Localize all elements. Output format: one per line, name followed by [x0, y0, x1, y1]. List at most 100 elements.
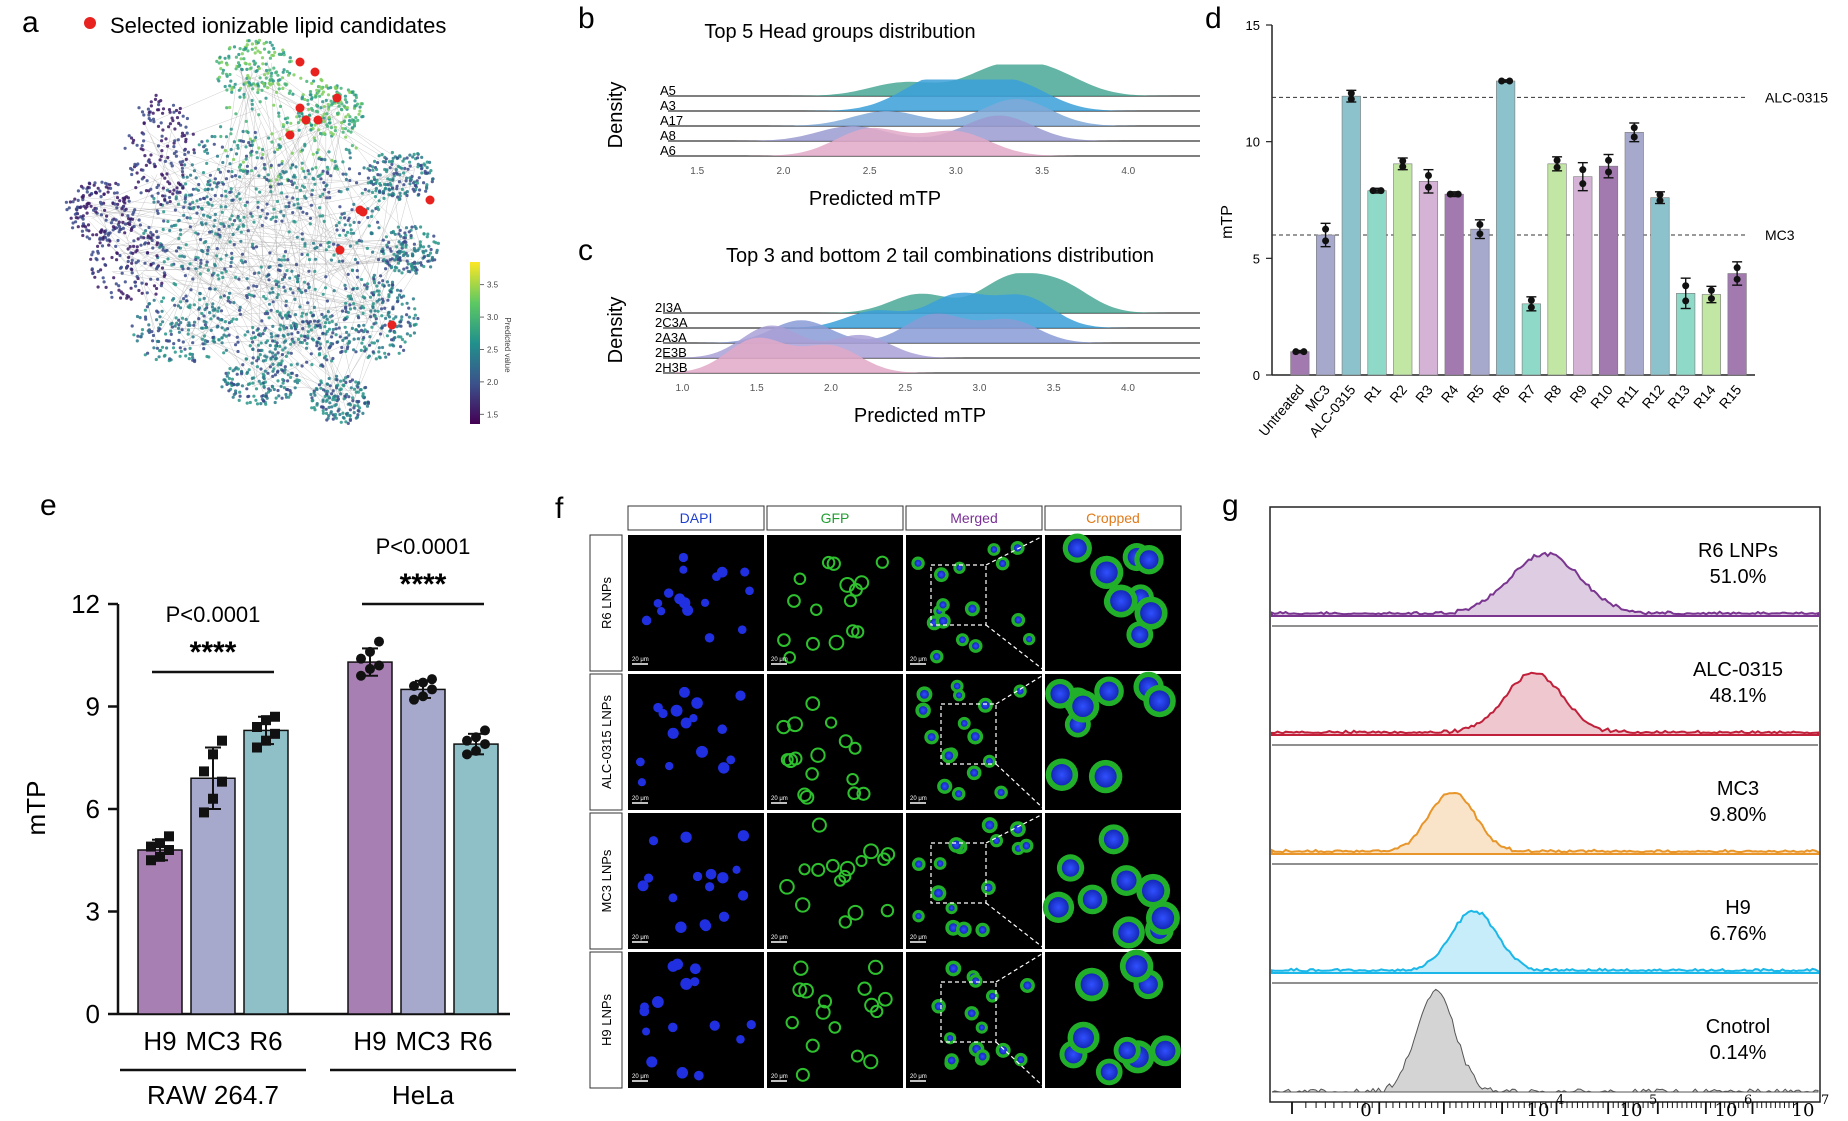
data-point	[1424, 172, 1432, 179]
network-node	[146, 234, 150, 238]
network-node	[130, 324, 134, 328]
network-node	[376, 161, 380, 165]
ridge-tick-label: 3.5	[1035, 166, 1049, 177]
network-node	[354, 116, 358, 120]
data-point	[480, 725, 490, 736]
network-edge	[273, 125, 386, 339]
network-node	[368, 343, 372, 347]
network-node	[303, 338, 307, 342]
gfp-cell	[846, 624, 860, 638]
network-node	[366, 215, 370, 220]
dapi-nucleus	[656, 606, 666, 616]
network-node	[423, 169, 427, 173]
network-node	[174, 316, 178, 320]
network-node	[392, 344, 396, 348]
network-node	[185, 299, 189, 303]
network-node	[80, 229, 84, 233]
network-node	[344, 115, 348, 119]
network-node	[283, 365, 287, 369]
merged-cell-nucleus	[1118, 921, 1140, 944]
network-node	[180, 131, 185, 135]
network-node	[269, 163, 273, 168]
network-node	[159, 121, 163, 125]
ridge-2I3A	[675, 273, 1180, 313]
panel-letter-d: d	[1205, 2, 1222, 35]
merged-cell-nucleus	[959, 636, 966, 644]
network-node	[281, 369, 285, 373]
network-node	[397, 197, 401, 201]
network-node	[346, 129, 350, 133]
network-node	[395, 245, 399, 249]
network-node	[368, 168, 372, 172]
network-node	[354, 416, 358, 420]
network-node	[175, 321, 179, 325]
network-node	[343, 223, 347, 227]
network-node	[226, 371, 230, 375]
network-node	[268, 365, 272, 369]
ridge-label: A5	[660, 83, 676, 98]
network-node	[108, 239, 112, 243]
network-node	[372, 281, 377, 285]
gfp-cell	[793, 572, 807, 586]
network-node	[279, 264, 283, 268]
network-node	[275, 341, 279, 345]
network-node	[161, 245, 165, 249]
network-node	[333, 412, 338, 417]
network-node	[415, 179, 419, 183]
network-node	[366, 181, 370, 185]
ridge-tick-label: 3.5	[1047, 383, 1061, 394]
x-tick-label: R8	[1541, 381, 1565, 405]
network-node	[387, 315, 392, 319]
network-node	[296, 280, 300, 284]
network-node	[357, 381, 361, 385]
network-node	[166, 257, 170, 261]
network-node	[178, 182, 182, 186]
gfp-cell	[815, 1004, 831, 1020]
data-point	[146, 841, 156, 852]
network-node	[408, 164, 412, 168]
network-node	[347, 148, 351, 152]
network-node	[252, 394, 256, 398]
network-node	[135, 275, 139, 279]
network-node	[200, 140, 204, 144]
network-node	[104, 218, 108, 222]
network-node	[256, 88, 260, 92]
network-node	[186, 150, 190, 154]
network-node	[357, 316, 361, 320]
merged-cell-nucleus	[927, 733, 936, 742]
network-node	[334, 164, 338, 168]
colorbar-tick-label: 2.0	[487, 378, 499, 387]
merged-cell-nucleus	[919, 689, 929, 699]
network-node	[313, 246, 317, 250]
network-node	[213, 287, 217, 291]
dapi-nucleus	[642, 1027, 651, 1036]
data-point	[1399, 163, 1407, 171]
network-node	[105, 238, 109, 242]
merged-cell-nucleus	[1013, 824, 1023, 834]
network-node	[387, 310, 391, 314]
merged-cell-nucleus	[1103, 829, 1124, 850]
network-node	[414, 226, 418, 231]
network-node	[149, 277, 153, 281]
network-node	[280, 76, 285, 80]
network-node	[265, 339, 270, 343]
network-node	[273, 400, 277, 405]
network-node	[310, 399, 314, 403]
network-node	[289, 121, 293, 125]
network-node	[342, 378, 346, 382]
x-tick-exponent: 5	[1649, 1093, 1657, 1108]
network-node	[143, 154, 147, 158]
network-node	[395, 300, 400, 304]
network-node	[141, 168, 145, 172]
network-edge	[357, 163, 399, 201]
network-node	[376, 220, 380, 224]
network-node	[71, 221, 75, 225]
network-node	[366, 207, 370, 211]
merged-cell-nucleus	[986, 757, 993, 765]
merged-cell-nucleus	[936, 860, 944, 867]
network-node	[377, 199, 381, 203]
network-edge	[331, 111, 385, 338]
network-node	[383, 155, 387, 160]
network-node	[250, 376, 254, 380]
network-node	[112, 191, 117, 195]
